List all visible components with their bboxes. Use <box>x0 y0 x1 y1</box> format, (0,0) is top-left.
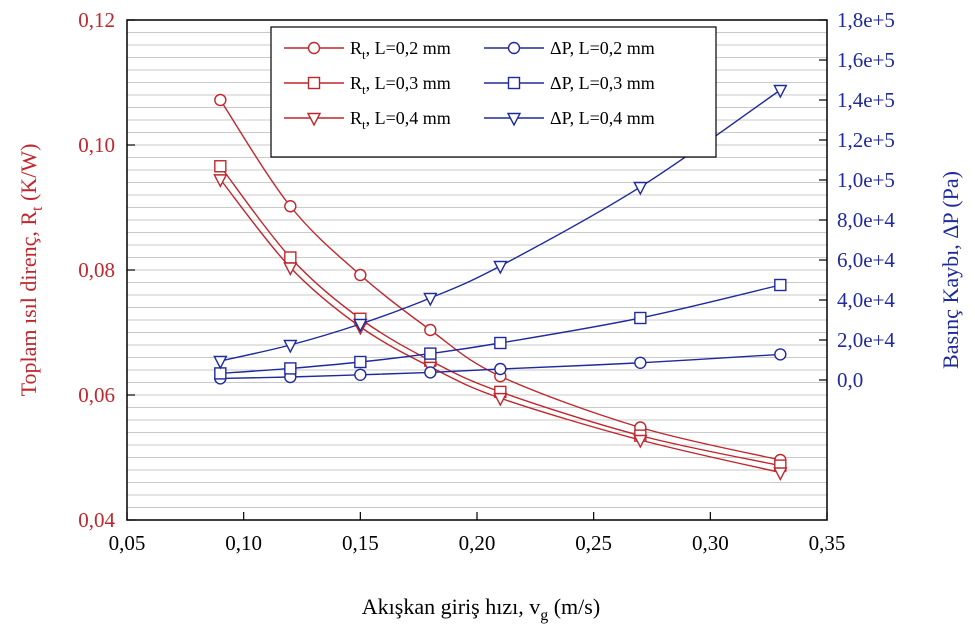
y-left-axis-title-tail: (K/W) <box>16 144 41 207</box>
y-right-tick-label: 0,0 <box>837 368 863 392</box>
x-tick-label: 0,15 <box>342 531 379 555</box>
x-tick-label: 0,10 <box>225 531 262 555</box>
series-layer <box>213 84 788 482</box>
x-axis-title-tail: (m/s) <box>548 594 600 619</box>
legend-marker <box>507 41 521 55</box>
y-right-tick-label: 1,6e+5 <box>837 48 895 72</box>
y-left-tick-label: 0,06 <box>78 383 115 407</box>
legend-marker <box>306 112 322 127</box>
data-point <box>774 348 787 361</box>
data-point <box>283 339 298 354</box>
legend-label: ΔP, L=0,2 mm <box>550 38 655 58</box>
legend-marker <box>507 76 521 90</box>
data-point <box>423 292 438 307</box>
y-right-tick-label: 6,0e+4 <box>837 248 895 272</box>
x-axis-title-sub: g <box>540 607 548 624</box>
data-point <box>774 278 787 292</box>
y-left-tick-label: 0,12 <box>78 8 115 32</box>
legend-label: Rt, L=0,4 mm <box>350 108 451 132</box>
y-right-tick-label: 1,8e+5 <box>837 8 895 32</box>
data-point <box>494 336 507 350</box>
series-6 <box>213 84 788 370</box>
x-tick-label: 0,05 <box>109 531 146 555</box>
axis-ticks: 0,05 0,10 0,15 0,20 0,25 0,30 0,350,040,060,08… <box>78 8 895 555</box>
legend-marker <box>506 112 522 127</box>
y-right-tick-label: 1,0e+5 <box>837 168 895 192</box>
data-point <box>633 181 648 196</box>
y-left-tick-label: 0,08 <box>78 258 115 282</box>
legend-item-4: ΔP, L=0,2 mm <box>484 38 655 58</box>
legend-item-1: Rt, L=0,2 mm <box>284 38 451 62</box>
data-point <box>354 268 367 282</box>
data-point <box>213 174 228 188</box>
data-point <box>284 200 297 213</box>
y-right-tick-label: 8,0e+4 <box>837 208 895 232</box>
legend-label: Rt, L=0,2 mm <box>350 38 451 62</box>
svg-text:Toplam ısıl direnç, Rt (K/W): Toplam ısıl direnç, Rt (K/W) <box>16 144 46 397</box>
y-right-tick-label: 4,0e+4 <box>837 288 895 312</box>
legend: Rt, L=0,2 mm Rt, L=0,3 mm Rt, L=0,4 mm ΔP, … <box>270 26 717 158</box>
data-point <box>214 93 227 107</box>
y-left-axis-title-main: Toplam ısıl direnç, R <box>16 211 41 397</box>
data-point <box>354 355 367 369</box>
data-point <box>284 362 297 375</box>
data-point <box>214 160 227 173</box>
data-point <box>424 347 437 360</box>
x-axis-title-main: Akışkan giriş hızı, v <box>362 594 540 619</box>
y-left-axis-title: Toplam ısıl direnç, Rt (K/W) <box>16 144 46 397</box>
legend-item-3: Rt, L=0,4 mm <box>284 108 451 132</box>
legend-item-6: ΔP, L=0,4 mm <box>484 108 655 128</box>
data-point <box>634 356 647 369</box>
data-point <box>424 366 437 379</box>
legend-item-5: ΔP, L=0,3 mm <box>484 73 655 93</box>
y-left-tick-label: 0,10 <box>78 133 115 157</box>
data-point <box>494 362 507 376</box>
y-left-tick-label: 0,04 <box>78 508 115 532</box>
data-point <box>354 368 367 381</box>
y-right-tick-label: 2,0e+4 <box>837 328 895 352</box>
data-point <box>213 355 228 370</box>
series-line <box>219 165 781 467</box>
data-point <box>634 311 647 325</box>
data-point <box>353 318 368 333</box>
data-point <box>773 84 788 99</box>
legend-marker <box>307 76 321 90</box>
data-point <box>493 392 508 407</box>
data-point <box>214 367 227 380</box>
data-point <box>773 467 788 482</box>
data-point <box>633 434 648 449</box>
x-tick-label: 0,35 <box>809 531 846 555</box>
series-5 <box>214 278 787 380</box>
series-4 <box>214 348 787 385</box>
data-point <box>284 251 297 264</box>
legend-label: ΔP, L=0,3 mm <box>550 73 655 93</box>
y-right-axis-title: Basınç Kaybı, ΔP (Pa) <box>938 171 963 369</box>
x-tick-label: 0,25 <box>575 531 612 555</box>
x-tick-label: 0,30 <box>692 531 729 555</box>
x-tick-label: 0,20 <box>459 531 496 555</box>
y-right-tick-label: 1,4e+5 <box>837 88 895 112</box>
data-point <box>283 262 298 277</box>
y-right-tick-label: 1,2e+5 <box>837 128 895 152</box>
legend-item-2: Rt, L=0,3 mm <box>284 73 451 97</box>
data-point <box>424 323 437 337</box>
x-axis-title: Akışkan giriş hızı, vg (m/s) <box>362 594 600 624</box>
series-3 <box>213 174 788 482</box>
y-left-axis-title-sub: t <box>29 206 46 211</box>
legend-label: ΔP, L=0,4 mm <box>550 108 655 128</box>
y-right-axis-title-text: Basınç Kaybı, ΔP (Pa) <box>938 171 963 369</box>
svg-text:Akışkan giriş hızı, vg (m/s): Akışkan giriş hızı, vg (m/s) <box>362 594 600 624</box>
data-point <box>493 260 508 275</box>
legend-label: Rt, L=0,3 mm <box>350 73 451 97</box>
legend-marker <box>307 41 321 55</box>
